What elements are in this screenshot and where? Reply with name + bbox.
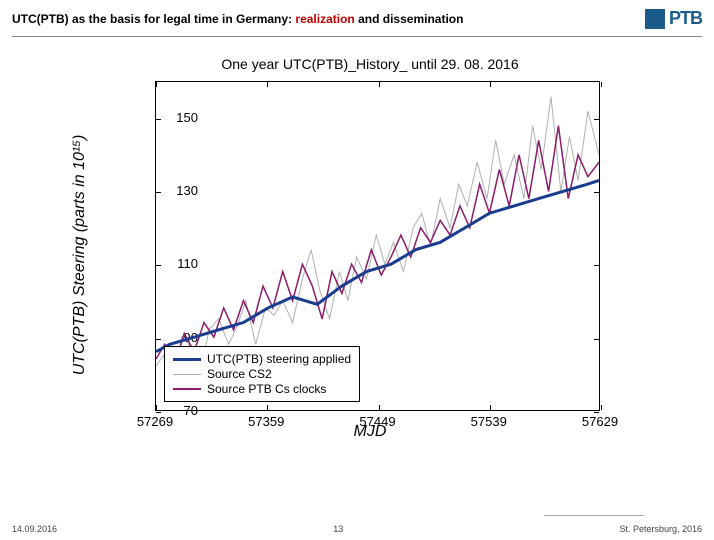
legend-label: Source PTB Cs clocks — [207, 382, 326, 396]
y-tick-mark — [594, 119, 599, 120]
footer-location: St. Petersburg, 2016 — [619, 524, 702, 534]
footer: 14.09.2016 13 St. Petersburg, 2016 — [12, 524, 702, 534]
y-tick-mark — [156, 339, 161, 340]
footer-line — [544, 515, 644, 516]
chart-legend: UTC(PTB) steering appliedSource CS2Sourc… — [164, 346, 360, 402]
legend-row: Source PTB Cs clocks — [173, 382, 351, 396]
x-tick-mark — [267, 82, 268, 87]
footer-page: 13 — [333, 524, 343, 534]
ptb-logo: PTB — [645, 8, 702, 29]
x-tick-label: 57629 — [582, 414, 618, 429]
y-tick-mark — [594, 192, 599, 193]
y-tick-mark — [594, 412, 599, 413]
x-tick-mark — [490, 405, 491, 410]
x-tick-mark — [156, 82, 157, 87]
y-tick-mark — [156, 412, 161, 413]
slide-header: UTC(PTB) as the basis for legal time in … — [12, 8, 702, 29]
header-divider — [12, 36, 702, 37]
legend-swatch — [173, 358, 201, 361]
x-tick-mark — [379, 405, 380, 410]
x-tick-label: 57359 — [248, 414, 284, 429]
legend-swatch — [173, 388, 201, 390]
legend-swatch — [173, 374, 201, 375]
x-tick-mark — [267, 405, 268, 410]
logo-text: PTB — [669, 8, 702, 29]
x-tick-mark — [601, 82, 602, 87]
chart-container: One year UTC(PTB)_History_ until 29. 08.… — [90, 56, 650, 476]
legend-row: Source CS2 — [173, 367, 351, 381]
x-tick-label: 57269 — [137, 414, 173, 429]
legend-label: UTC(PTB) steering applied — [207, 352, 351, 366]
y-tick-mark — [594, 265, 599, 266]
x-tick-mark — [379, 82, 380, 87]
y-axis-label: UTC(PTB) Steering (parts in 10¹⁵) — [71, 135, 89, 376]
x-tick-label: 57539 — [471, 414, 507, 429]
title-highlight: realization — [295, 12, 354, 26]
legend-label: Source CS2 — [207, 367, 272, 381]
legend-row: UTC(PTB) steering applied — [173, 352, 351, 366]
y-tick-mark — [594, 339, 599, 340]
y-tick-mark — [156, 119, 161, 120]
series-1 — [156, 97, 599, 381]
plot-area: UTC(PTB) steering appliedSource CS2Sourc… — [155, 81, 600, 411]
title-suffix: and dissemination — [355, 12, 464, 26]
x-tick-mark — [156, 405, 157, 410]
y-tick-mark — [156, 265, 161, 266]
x-tick-mark — [490, 82, 491, 87]
chart-title: One year UTC(PTB)_History_ until 29. 08.… — [90, 56, 650, 72]
title-prefix: UTC(PTB) as the basis for legal time in … — [12, 12, 295, 26]
y-tick-mark — [156, 192, 161, 193]
slide-title: UTC(PTB) as the basis for legal time in … — [12, 12, 463, 26]
x-tick-label: 57449 — [359, 414, 395, 429]
footer-date: 14.09.2016 — [12, 524, 57, 534]
logo-icon — [645, 9, 665, 29]
x-tick-mark — [601, 405, 602, 410]
